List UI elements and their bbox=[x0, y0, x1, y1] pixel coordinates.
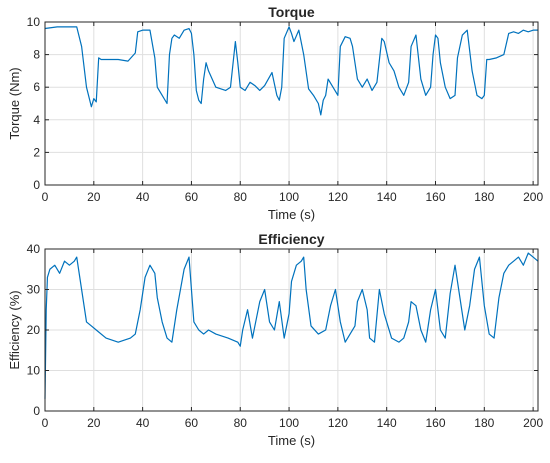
x-tick-label: 200 bbox=[523, 416, 543, 430]
x-tick-label: 0 bbox=[42, 190, 49, 204]
y-tick-label: 6 bbox=[33, 80, 40, 94]
x-tick-label: 160 bbox=[425, 416, 445, 430]
x-tick-label: 200 bbox=[523, 190, 543, 204]
y-axis-label: Efficiency (%) bbox=[7, 290, 22, 369]
x-tick-label: 180 bbox=[474, 416, 494, 430]
x-tick-label: 100 bbox=[279, 190, 299, 204]
x-tick-label: 40 bbox=[136, 416, 150, 430]
y-axis-label: Torque (Nm) bbox=[7, 67, 22, 139]
x-tick-label: 40 bbox=[136, 190, 150, 204]
x-tick-label: 0 bbox=[42, 416, 49, 430]
x-tick-label: 80 bbox=[234, 190, 248, 204]
chart-1: 0 20 40 60 80 100 120 140 160 180 200 0 10 20 30 40 Effi… bbox=[7, 231, 543, 448]
axes-box bbox=[44, 21, 539, 186]
x-tick-label: 120 bbox=[328, 190, 348, 204]
x-tick-label: 20 bbox=[87, 416, 101, 430]
y-tick-label: 8 bbox=[33, 48, 40, 62]
series-line-0 bbox=[44, 252, 539, 399]
x-tick-label: 20 bbox=[87, 190, 101, 204]
x-tick-label: 140 bbox=[377, 190, 397, 204]
y-tick-label: 10 bbox=[27, 15, 41, 29]
x-axis-label: Time (s) bbox=[268, 433, 315, 448]
x-tick-label: 60 bbox=[185, 190, 199, 204]
y-tick-label: 10 bbox=[27, 364, 41, 378]
x-tick-label: 140 bbox=[377, 416, 397, 430]
chart-title: Torque bbox=[268, 4, 315, 20]
x-tick-label: 60 bbox=[185, 416, 199, 430]
y-tick-label: 20 bbox=[27, 323, 41, 337]
y-tick-label: 40 bbox=[27, 242, 41, 256]
chart-0: 0 20 40 60 80 100 120 140 160 180 200 0 2 4 6 8 10 Torque… bbox=[7, 4, 543, 222]
x-axis-label: Time (s) bbox=[268, 207, 315, 222]
y-tick-label: 2 bbox=[33, 145, 40, 159]
y-tick-label: 30 bbox=[27, 283, 41, 297]
y-tick-label: 4 bbox=[33, 113, 40, 127]
x-tick-label: 100 bbox=[279, 416, 299, 430]
y-tick-label: 0 bbox=[33, 178, 40, 192]
series-line-0 bbox=[44, 26, 538, 116]
plot-area bbox=[45, 22, 538, 185]
x-tick-label: 80 bbox=[234, 416, 248, 430]
chart-title: Efficiency bbox=[258, 231, 324, 247]
x-tick-label: 180 bbox=[474, 190, 494, 204]
x-tick-label: 160 bbox=[425, 190, 445, 204]
y-tick-label: 0 bbox=[33, 404, 40, 418]
x-tick-label: 120 bbox=[328, 416, 348, 430]
